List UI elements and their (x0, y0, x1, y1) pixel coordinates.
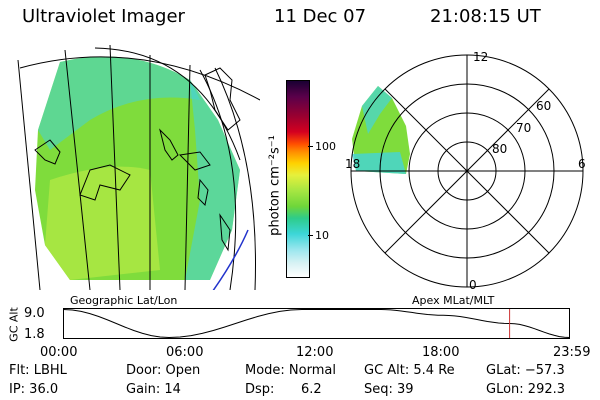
timeline-frame (63, 308, 570, 339)
polar-auroral-image-lower (352, 152, 406, 174)
polar-hour-0: 0 (469, 278, 477, 292)
polar-label: Apex MLat/MLT (412, 294, 495, 307)
timeline-ylabel: GC Alt (7, 307, 21, 342)
map-grid-lines (17, 44, 260, 290)
colorbar (286, 80, 310, 278)
colorbar-tick-10-mark (308, 235, 313, 236)
polar-lat-60: 60 (536, 99, 551, 113)
polar-lat-70: 70 (516, 121, 531, 135)
timeline-xtick-2: 12:00 (296, 345, 334, 360)
colorbar-tick-100: 100 (315, 140, 336, 153)
status-dsp-value: 6.2 (301, 382, 322, 397)
auroral-image-bright (45, 166, 160, 280)
polar-auroral-image-edge (362, 86, 392, 134)
polar-hour-12: 12 (473, 50, 488, 64)
status-seq: Seq: 39 (364, 382, 414, 397)
status-gc-alt: GC Alt: 5.4 Re (364, 363, 455, 378)
status-dsp-label: Dsp: (245, 382, 275, 397)
altitude-series-line (63, 309, 570, 339)
map-coastlines (34, 67, 241, 252)
timeline-xtick-0: 00:00 (40, 345, 78, 360)
auroral-image-dim (38, 56, 200, 150)
status-door: Door: Open (126, 363, 201, 378)
status-mode: Mode: Normal (245, 363, 336, 378)
app-title: Ultraviolet Imager (22, 6, 185, 27)
colorbar-label: photon cm⁻²s⁻¹ (267, 135, 283, 236)
time-label: 21:08:15 UT (430, 6, 541, 27)
auroral-image-edge (185, 80, 240, 280)
colorbar-tick-10: 10 (315, 229, 329, 242)
colorbar-tick-100-mark (308, 146, 313, 147)
timeline-xtick-1: 06:00 (166, 345, 204, 360)
polar-hour-6: 6 (578, 157, 586, 171)
date-label: 11 Dec 07 (274, 6, 367, 27)
geographic-map (17, 44, 260, 290)
status-glon: GLon: 292.3 (486, 382, 566, 397)
timeline-xtick-4: 23:59 (553, 345, 591, 360)
polar-hour-18: 18 (345, 157, 360, 171)
polar-grid (350, 54, 584, 288)
status-gain: Gain: 14 (126, 382, 181, 397)
map-orbit-track (212, 229, 249, 290)
timeline-ytick-low: 1.8 (24, 327, 45, 342)
map-label: Geographic Lat/Lon (70, 294, 178, 307)
status-ip: IP: 36.0 (9, 382, 59, 397)
timeline-chart (63, 308, 570, 339)
polar-lat-80: 80 (492, 142, 507, 156)
status-flt: Flt: LBHL (9, 363, 67, 378)
polar-plot: 12 18 6 0 60 70 80 (345, 50, 586, 292)
status-glat: GLat: −57.3 (486, 363, 565, 378)
timeline-ytick-high: 9.0 (24, 306, 45, 321)
timeline-xtick-3: 18:00 (422, 345, 460, 360)
